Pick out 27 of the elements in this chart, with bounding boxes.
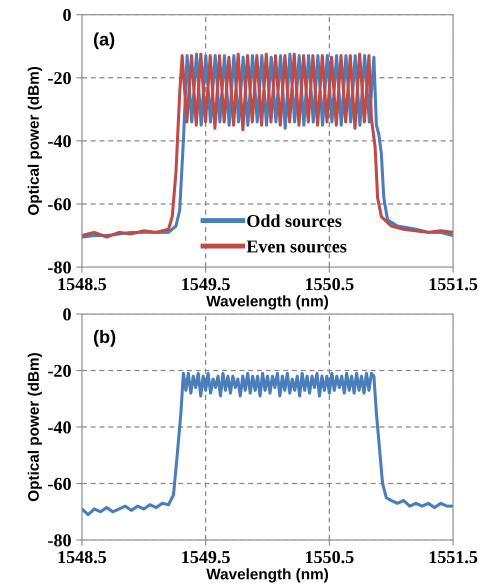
line-series (82, 372, 454, 516)
x-tick-label: 1549.5 (182, 278, 230, 290)
y-tick-label: -80 (48, 261, 71, 274)
y-tick-label: -60 (48, 198, 71, 210)
legend-label: Odd sources (247, 214, 342, 228)
y-tick-label: -60 (48, 478, 71, 490)
x-axis-title: Wavelength (nm) (206, 295, 328, 310)
y-tick-label: 0 (63, 308, 71, 320)
legend-label: Even sources (246, 240, 346, 253)
x-tick-label: 1548.5 (58, 550, 106, 564)
x-tick-label: 1550.5 (306, 550, 354, 564)
y-tick-label: -40 (48, 135, 71, 148)
x-tick-label: 1551.5 (430, 551, 478, 564)
x-axis-title: Wavelength (nm) (206, 568, 328, 583)
y-tick-label: -20 (48, 72, 71, 84)
y-tick-label: -20 (48, 364, 71, 377)
x-tick-label: 1551.5 (430, 278, 478, 290)
y-axis-title: Optical power (dBm) (28, 66, 42, 215)
y-tick-label: 0 (63, 8, 71, 22)
y-tick-label: -40 (48, 421, 71, 434)
annotation: (b) (94, 330, 116, 347)
annotation: (a) (94, 32, 114, 50)
x-tick-label: 1550.5 (306, 278, 354, 290)
y-tick-label: -80 (48, 534, 71, 546)
x-tick-label: 1549.5 (182, 551, 230, 564)
x-tick-label: 1548.5 (58, 278, 106, 290)
y-axis-title: Optical power (dBm) (28, 353, 42, 502)
